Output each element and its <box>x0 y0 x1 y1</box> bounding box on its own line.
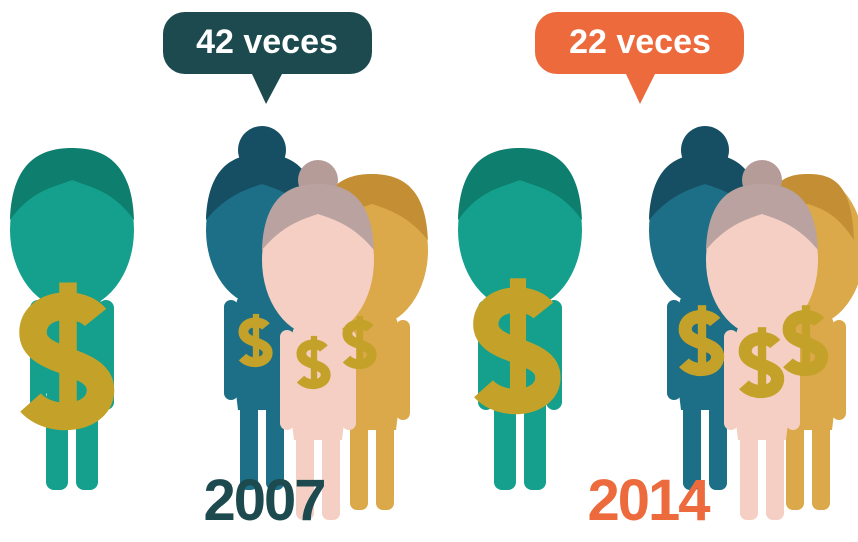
year-label: 2014 <box>587 468 710 533</box>
year-label: 2007 <box>203 468 324 533</box>
bubble-label: 42 veces <box>196 23 338 61</box>
group-2007: 42 veces 2007 <box>10 12 428 533</box>
bubble-label: 22 veces <box>569 23 711 61</box>
infographic: 42 veces 2007 22 veces 2014 <box>0 0 858 542</box>
group-2014: 22 veces 2014 <box>458 12 858 533</box>
